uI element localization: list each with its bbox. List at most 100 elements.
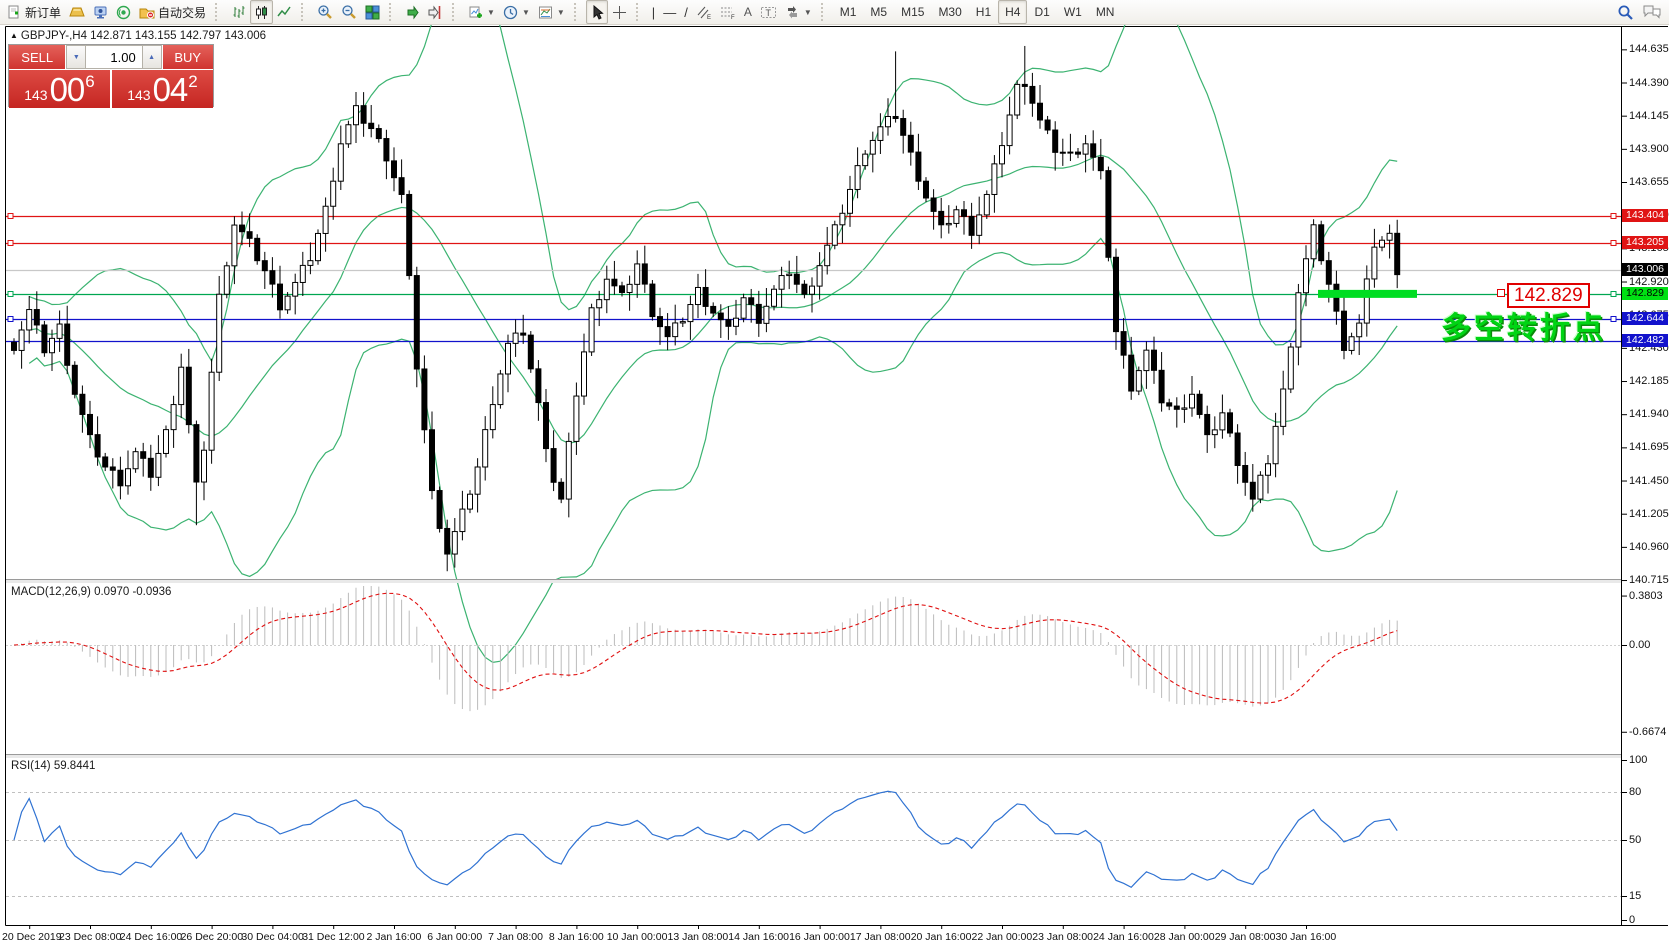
search-button[interactable] [1613,0,1638,24]
toolbar-separator [820,3,828,21]
macd-axis-tick: -0.6674 [1629,725,1667,738]
autotrading-button[interactable]: 自动交易 [135,0,210,24]
tile-windows-icon [365,5,380,19]
turning-point-annotation[interactable]: 多空转折点 [1441,312,1606,345]
candlestick-chart-button[interactable] [250,0,274,24]
market-depth-button[interactable] [89,0,112,24]
gold-button[interactable] [65,0,89,24]
time-axis-label: 22 Jan 00:00 [971,931,1033,943]
chat-bubbles-icon [1643,5,1661,19]
new-chart-icon [469,6,483,18]
new-order-button[interactable]: 新订单 [3,0,65,24]
signals-button[interactable] [112,0,135,24]
buy-price-big: 04 [152,71,189,108]
svg-text:T: T [765,8,771,18]
line-chart-button[interactable] [273,0,296,24]
rsi-axis-tick: 50 [1629,834,1642,846]
time-axis-label: 23 Dec 08:00 [59,931,122,943]
price-axis-tick: 143.900 [1629,142,1669,155]
volume-increase-button[interactable]: ▲ [141,45,162,69]
auto-scroll-button[interactable] [401,0,424,24]
timeframe-w1[interactable]: W1 [1063,5,1082,19]
toolbar-group-trade: 新订单 自动交易 [0,0,213,24]
chart-shift-button[interactable] [424,0,447,24]
timeframe-m1[interactable]: M1 [839,5,857,19]
price-axis-tick: 142.920 [1629,275,1669,288]
timeframe-h1[interactable]: H1 [975,5,992,19]
volume-input[interactable]: 1.00 [86,45,142,69]
time-axis-label: 2 Jan 16:00 [366,931,422,943]
svg-text:E: E [707,15,711,20]
price-line-label[interactable]: 143.404 [1622,209,1668,223]
cursor-button[interactable] [585,0,608,24]
channel-button[interactable]: E [692,0,716,24]
symbol-ohlc-title: GBPJPY-,H4 142.871 143.155 142.797 143.0… [20,30,267,42]
price-line-label[interactable]: 143.205 [1622,236,1668,250]
crosshair-button[interactable] [608,0,631,24]
price-tag-label[interactable]: 142.829 [1507,283,1590,308]
price-axis-tick: 141.205 [1629,507,1669,520]
horizontal-line-icon: — [663,4,677,20]
zoom-out-button[interactable] [337,0,361,24]
timeframe-h4[interactable]: H4 [998,0,1028,24]
rsi-axis-tick: 15 [1629,890,1642,902]
auto-scroll-icon [407,4,419,20]
text-label-button[interactable]: T [756,0,781,24]
price-tag-anchor-handle[interactable] [1497,289,1505,297]
equidistant-channel-icon: E [697,6,711,20]
terminal-icon [94,6,107,18]
one-click-price-row: 143 00 6 143 04 2 [9,69,213,108]
sell-price-big: 00 [49,71,86,108]
price-line-label[interactable]: 142.644 [1622,312,1668,326]
zoom-in-button[interactable] [313,0,337,24]
price-line-label: 142.482 [1622,334,1668,348]
time-axis-label: 23 Jan 08:00 [1032,931,1094,943]
candlestick-chart-icon [256,5,268,19]
toolbar-group-right [1610,0,1669,24]
sell-price-display[interactable]: 143 00 6 [9,70,112,108]
time-axis-label: 20 Jan 16:00 [910,931,972,943]
buy-button[interactable]: BUY [161,45,213,69]
timeframe-m5[interactable]: M5 [870,5,888,19]
toolbar-group-scroll [398,0,450,24]
community-chat-button[interactable] [1638,0,1666,24]
horizontal-line-button[interactable]: — [659,0,680,24]
time-axis-label: 17 Jan 08:00 [849,931,911,943]
arrows-button[interactable]: ▼ [781,0,816,24]
price-axis-tick: 141.695 [1629,441,1669,454]
toolbar-group-cursor [583,0,634,24]
macd-axis-tick: 0.3803 [1629,589,1663,602]
time-axis-label: 6 Jan 00:00 [427,931,483,943]
volume-decrease-button[interactable]: ▼ [66,45,87,69]
buy-price-display[interactable]: 143 04 2 [112,70,213,108]
svg-text:F: F [731,15,735,20]
sell-button[interactable]: SELL [9,45,67,69]
rsi-panel-resize-handle[interactable] [6,754,1621,758]
macd-panel-resize-handle[interactable] [6,579,1621,583]
price-line-label[interactable]: 142.829 [1622,287,1668,301]
timeframe-d1[interactable]: D1 [1034,5,1050,19]
dropdown-arrow-icon: ▼ [521,7,530,17]
gold-ingot-icon [69,7,85,17]
periods-button[interactable]: ▼ [499,0,534,24]
price-axis-tick: 140.715 [1629,574,1669,587]
timeframe-m30[interactable]: M30 [938,5,962,19]
macd-indicator-header: MACD(12,26,9) 0.0970 -0.0936 [11,586,172,598]
vertical-line-icon: | [651,4,656,20]
timeframe-m15[interactable]: M15 [901,5,925,19]
toolbar-separator [215,3,222,21]
templates-button[interactable]: ▼ [534,0,569,24]
vertical-line-button[interactable]: | [648,0,659,24]
text-label-icon: T [760,6,776,18]
text-button[interactable]: A [740,0,756,24]
cursor-icon [593,4,604,20]
new-chart-button[interactable]: ▼ [464,0,499,24]
trendline-button[interactable]: / [680,0,692,24]
symbol-expand-icon[interactable]: ▲ [10,31,18,40]
toolbar-group-new: ▼ ▼ ▼ [461,0,572,24]
timeframe-mn[interactable]: MN [1095,5,1115,19]
tile-windows-button[interactable] [361,0,384,24]
fibonacci-button[interactable]: F [716,0,740,24]
bar-chart-button[interactable] [227,0,250,24]
